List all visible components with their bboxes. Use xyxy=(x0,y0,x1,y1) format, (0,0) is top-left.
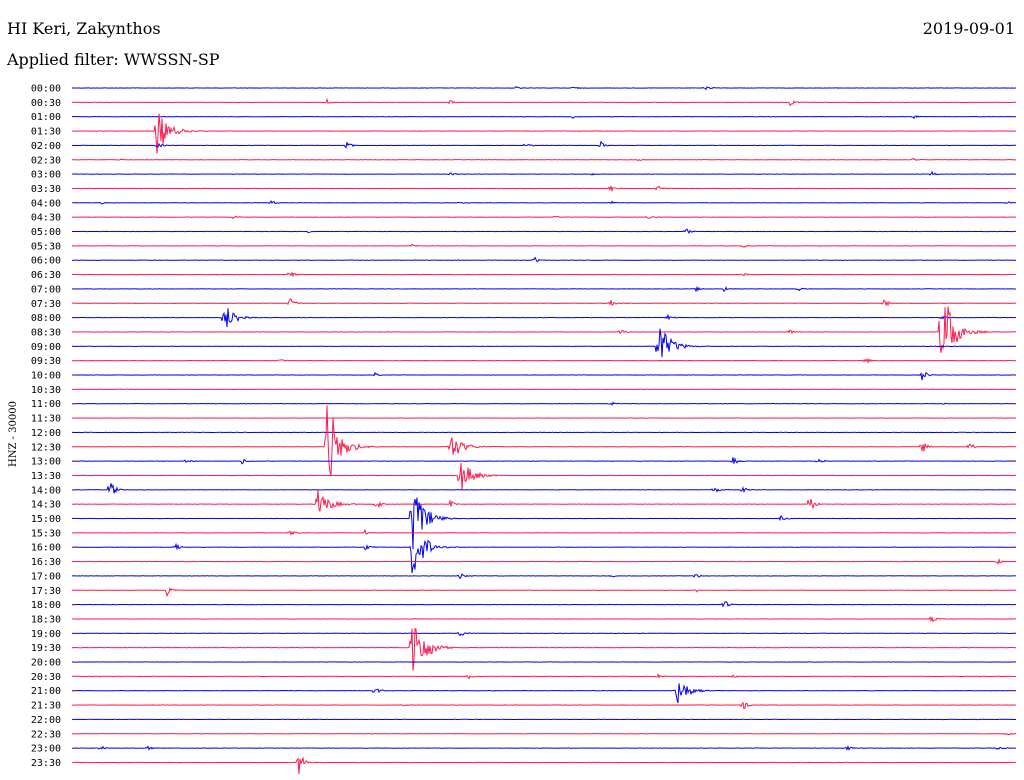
record-date: 2019-09-01 xyxy=(922,19,1015,38)
seismogram-trace xyxy=(71,405,1017,476)
time-tick-label: 11:30 xyxy=(31,414,61,425)
seismogram-trace xyxy=(71,601,1017,608)
seismogram-trace xyxy=(71,308,1017,328)
seismogram-trace xyxy=(71,200,1017,205)
time-tick-label: 19:30 xyxy=(31,643,61,654)
time-tick-label: 07:00 xyxy=(31,284,61,295)
seismogram-trace xyxy=(72,185,1017,193)
seismogram-trace xyxy=(71,113,1017,154)
time-tick-label: 12:00 xyxy=(31,428,61,439)
time-tick-label: 04:00 xyxy=(31,198,61,209)
seismogram-trace xyxy=(71,228,1017,235)
seismogram-trace xyxy=(71,256,1017,262)
time-tick-label: 06:00 xyxy=(31,256,61,267)
seismogram-trace xyxy=(71,215,1017,220)
time-tick-label: 04:30 xyxy=(31,213,61,224)
seismogram-trace xyxy=(71,745,1017,751)
time-tick-label: 20:30 xyxy=(31,672,61,683)
seismogram-trace xyxy=(71,457,1017,465)
time-tick-label: 02:00 xyxy=(31,141,61,152)
seismogram-trace xyxy=(71,732,1017,736)
time-tick-label: 14:30 xyxy=(31,500,61,511)
time-tick-label: 08:00 xyxy=(31,313,61,324)
seismogram-trace xyxy=(71,631,1017,637)
seismogram-trace xyxy=(71,616,1016,623)
time-tick-label: 22:30 xyxy=(31,729,61,740)
seismogram-trace xyxy=(71,401,1017,406)
time-tick-label: 01:30 xyxy=(31,127,61,138)
seismogram-trace xyxy=(71,497,1017,550)
seismogram-trace xyxy=(71,358,1017,364)
time-tick-label: 14:00 xyxy=(31,485,61,496)
time-tick-label: 10:30 xyxy=(31,385,61,396)
time-tick-label: 01:00 xyxy=(31,112,61,123)
seismogram-trace xyxy=(71,573,1017,580)
time-tick-label: 10:00 xyxy=(31,371,61,382)
seismogram-trace xyxy=(71,489,1017,512)
seismogram-trace xyxy=(71,528,1017,537)
time-tick-label: 12:30 xyxy=(31,442,61,453)
seismogram-trace xyxy=(71,628,1017,671)
time-tick-label: 20:00 xyxy=(31,658,61,669)
time-tick-label: 16:00 xyxy=(31,543,61,554)
seismogram-trace xyxy=(71,170,1017,176)
time-tick-label: 18:30 xyxy=(31,614,61,625)
time-tick-label: 05:30 xyxy=(31,241,61,252)
time-tick-label: 23:00 xyxy=(31,744,61,755)
seismogram-trace xyxy=(71,85,1017,91)
time-tick-label: 21:30 xyxy=(31,701,61,712)
time-tick-label: 13:00 xyxy=(31,457,61,468)
seismogram-trace xyxy=(71,328,1016,358)
seismogram-traces xyxy=(71,85,1017,775)
seismogram-trace xyxy=(71,683,1017,704)
seismogram-trace xyxy=(71,371,1017,381)
seismogram-trace xyxy=(71,115,1017,120)
seismogram-trace xyxy=(71,673,1017,680)
time-tick-labels: 00:00 00:30 01:00 01:30 02:00 02:30 03:00 03:30… xyxy=(31,84,61,769)
seismogram-trace xyxy=(71,586,1017,598)
seismogram-trace xyxy=(71,756,1017,775)
time-tick-label: 06:30 xyxy=(31,270,61,281)
time-tick-label: 15:30 xyxy=(31,528,61,539)
seismogram-trace xyxy=(71,483,1017,494)
time-tick-label: 02:30 xyxy=(31,155,61,166)
seismogram-trace xyxy=(71,98,1017,107)
seismogram-trace xyxy=(71,462,1017,490)
time-tick-label: 16:30 xyxy=(31,557,61,568)
time-tick-label: 21:00 xyxy=(31,686,61,697)
time-tick-label: 08:30 xyxy=(31,327,61,338)
time-tick-label: 09:30 xyxy=(31,356,61,367)
time-tick-label: 03:00 xyxy=(31,170,61,181)
time-tick-label: 00:30 xyxy=(31,98,61,109)
time-tick-label: 15:00 xyxy=(31,514,61,525)
time-tick-label: 17:30 xyxy=(31,586,61,597)
seismogram-trace xyxy=(71,539,1017,574)
filter-label: Applied filter: WWSSN-SP xyxy=(7,50,220,69)
time-tick-label: 23:30 xyxy=(31,758,61,769)
time-tick-label: 22:00 xyxy=(31,715,61,726)
time-tick-label: 03:30 xyxy=(31,184,61,195)
time-tick-label: 17:00 xyxy=(31,571,61,582)
seismogram-trace xyxy=(71,298,1017,307)
time-tick-label: 05:00 xyxy=(31,227,61,238)
time-tick-label: 00:00 xyxy=(31,84,61,95)
time-tick-label: 18:00 xyxy=(31,600,61,611)
seismogram-trace xyxy=(71,701,1017,710)
seismogram-trace xyxy=(71,140,1017,149)
time-tick-label: 09:00 xyxy=(31,342,61,353)
seismogram-trace xyxy=(71,557,1017,565)
seismogram-trace xyxy=(71,243,1017,248)
time-tick-label: 13:30 xyxy=(31,471,61,482)
seismogram-trace xyxy=(71,306,1017,353)
time-tick-label: 07:30 xyxy=(31,299,61,310)
station-title: HI Keri, Zakynthos xyxy=(7,19,161,38)
seismogram-trace xyxy=(71,285,1017,293)
seismogram-trace xyxy=(71,157,1017,162)
seismogram-trace xyxy=(71,271,1017,278)
time-tick-label: 19:00 xyxy=(31,629,61,640)
time-tick-label: 11:00 xyxy=(31,399,61,410)
